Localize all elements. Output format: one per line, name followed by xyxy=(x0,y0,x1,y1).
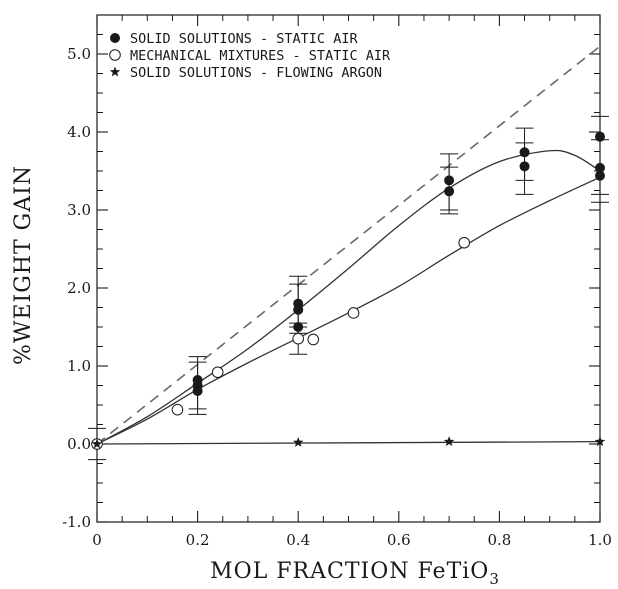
point-series-3 xyxy=(292,436,304,447)
y-tick-label: 0.0 xyxy=(67,435,91,453)
data-points xyxy=(91,131,606,450)
point-series-2 xyxy=(211,366,224,379)
point-series-1 xyxy=(192,385,203,396)
point-series-1 xyxy=(444,186,455,197)
legend-marker-3 xyxy=(109,66,121,77)
y-axis-title: %WEIGHT GAIN xyxy=(11,165,36,365)
point-series-1 xyxy=(444,175,455,186)
x-tick-label: 0.6 xyxy=(387,531,411,549)
point-series-1 xyxy=(595,131,605,142)
legend-marker-2 xyxy=(109,49,121,61)
x-tick-label: 0.2 xyxy=(186,531,210,549)
x-axis-title-main: MOL FRACTION FeTiO xyxy=(210,559,489,584)
point-series-2 xyxy=(292,332,305,345)
x-axis-title-subscript: 3 xyxy=(489,570,500,588)
point-series-2 xyxy=(458,236,470,249)
y-tick-label: 2.0 xyxy=(67,279,91,297)
x-tick-label: 1.0 xyxy=(588,531,612,549)
y-tick-label: -1.0 xyxy=(62,513,91,531)
point-series-2 xyxy=(171,403,184,416)
x-tick-label: 0 xyxy=(92,531,102,549)
point-series-1 xyxy=(519,147,530,158)
curve-argon-fit xyxy=(96,441,601,445)
curve-ideal-line xyxy=(96,45,601,445)
legend-label-3: SOLID SOLUTIONS - FLOWING ARGON xyxy=(130,65,382,81)
point-series-1 xyxy=(293,304,304,315)
point-series-3 xyxy=(594,436,606,447)
legend-marker-1 xyxy=(110,33,120,43)
x-tick-label: 0.8 xyxy=(487,531,511,549)
axes-frame: -1.0 0.0 1.0 2.0 3.0 4.0 5.0 0 0.2 0.4 0.6 0.8 1.0 xyxy=(62,14,612,549)
point-series-3 xyxy=(91,438,103,449)
legend-label-2: MECHANICAL MIXTURES - STATIC AIR xyxy=(130,48,391,64)
y-tick-label: 1.0 xyxy=(67,357,91,375)
y-tick-label: 4.0 xyxy=(67,123,91,141)
point-series-2 xyxy=(307,333,320,346)
y-tick-label: 3.0 xyxy=(67,201,91,219)
point-series-1 xyxy=(595,170,605,181)
x-axis-title: MOL FRACTION FeTiO3 xyxy=(210,559,500,588)
point-series-1 xyxy=(519,161,530,172)
point-series-2 xyxy=(347,307,360,319)
point-series-3 xyxy=(443,436,455,447)
y-tick-label: 5.0 xyxy=(67,45,91,63)
x-tick-label: 0.4 xyxy=(286,531,310,549)
point-series-1 xyxy=(595,162,605,173)
fit-curves xyxy=(96,45,601,445)
point-series-1 xyxy=(293,322,304,332)
legend-label-1: SOLID SOLUTIONS - STATIC AIR xyxy=(130,31,358,47)
